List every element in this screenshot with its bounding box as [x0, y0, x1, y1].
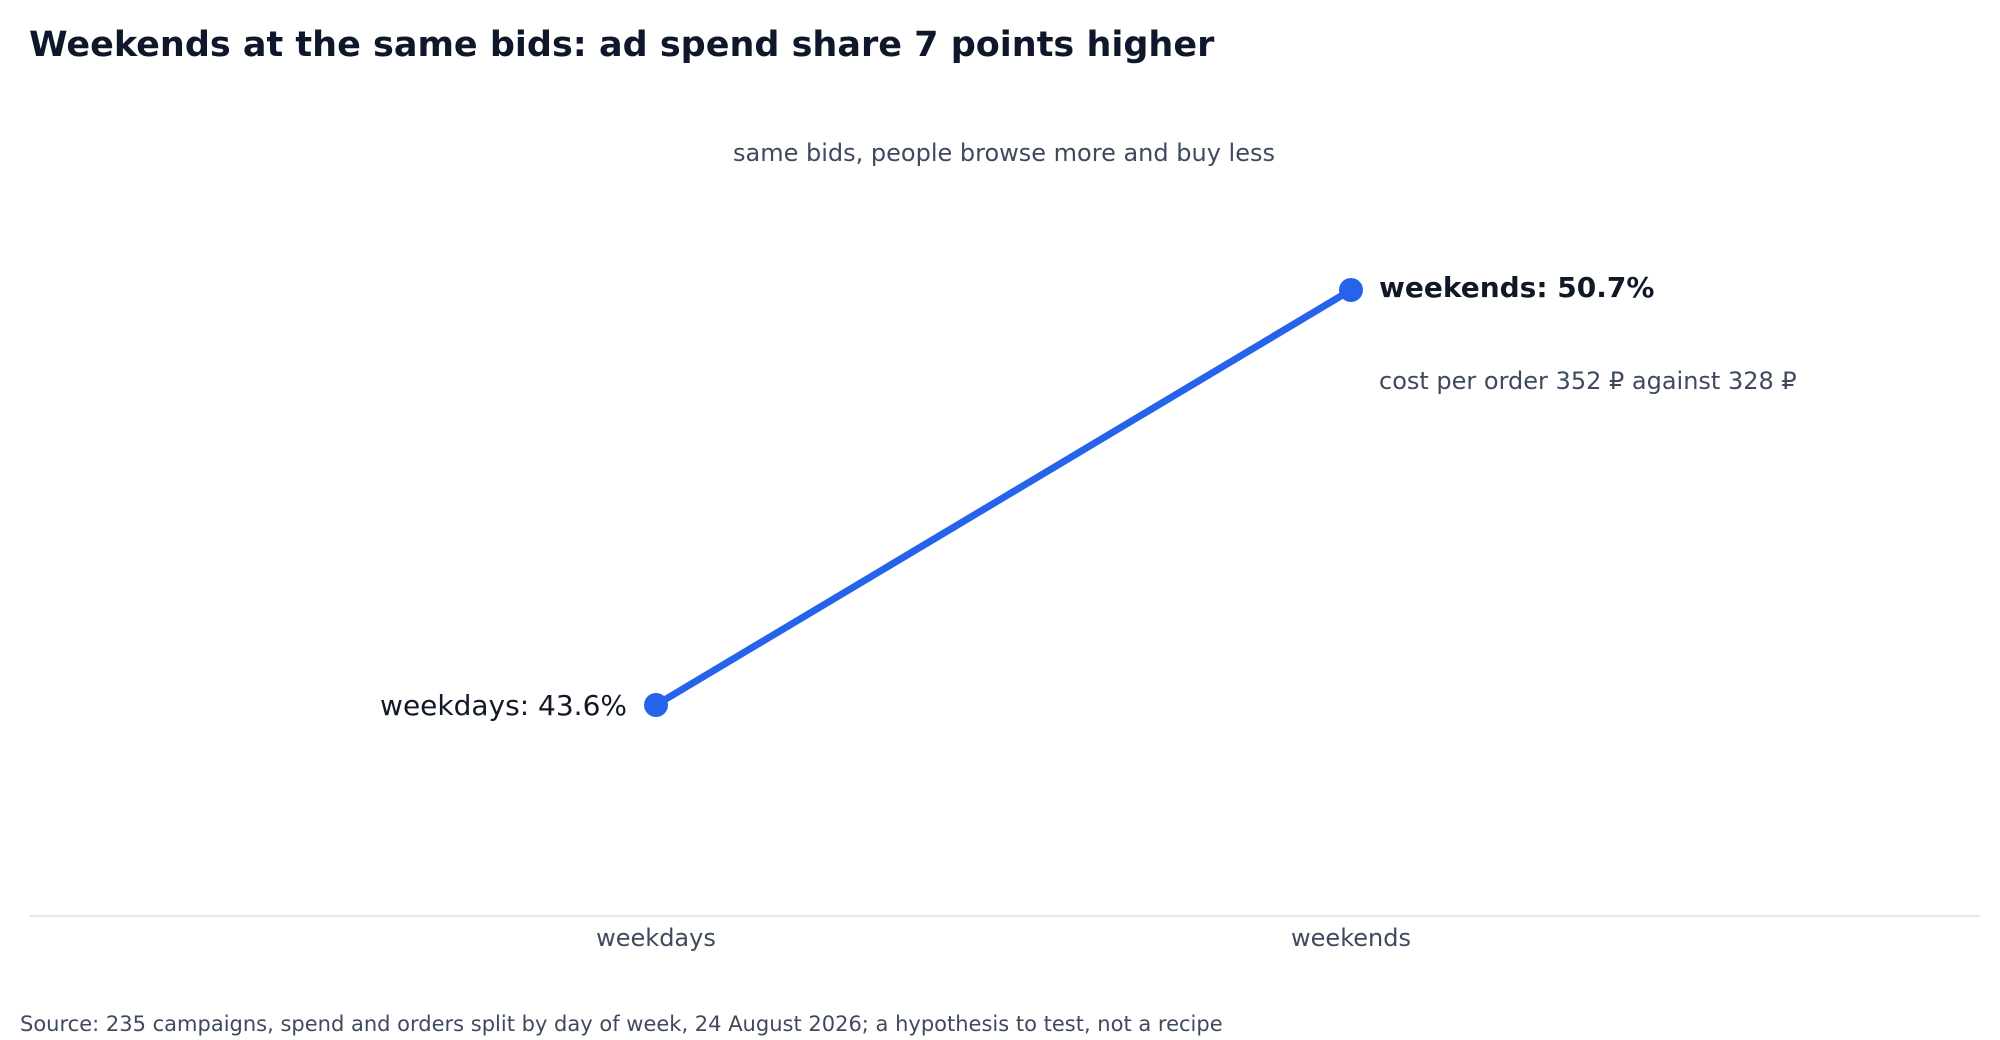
- chart-title: Weekends at the same bids: ad spend shar…: [29, 25, 1215, 65]
- source-note: Source: 235 campaigns, spend and orders …: [20, 1012, 1223, 1036]
- series-line: [652, 286, 1355, 709]
- x-tick-label-weekends: weekends: [1291, 924, 1411, 952]
- data-point-weekends: [1339, 278, 1363, 302]
- data-label-weekdays: weekdays: 43.6%: [380, 689, 627, 722]
- data-label-weekends: weekends: 50.7%: [1379, 271, 1654, 304]
- cost-per-order-annotation: cost per order 352 ₽ against 328 ₽: [1379, 367, 1797, 395]
- x-tick-label-weekdays: weekdays: [596, 924, 716, 952]
- data-point-weekdays: [644, 693, 668, 717]
- chart-subtitle: same bids, people browse more and buy le…: [733, 139, 1275, 167]
